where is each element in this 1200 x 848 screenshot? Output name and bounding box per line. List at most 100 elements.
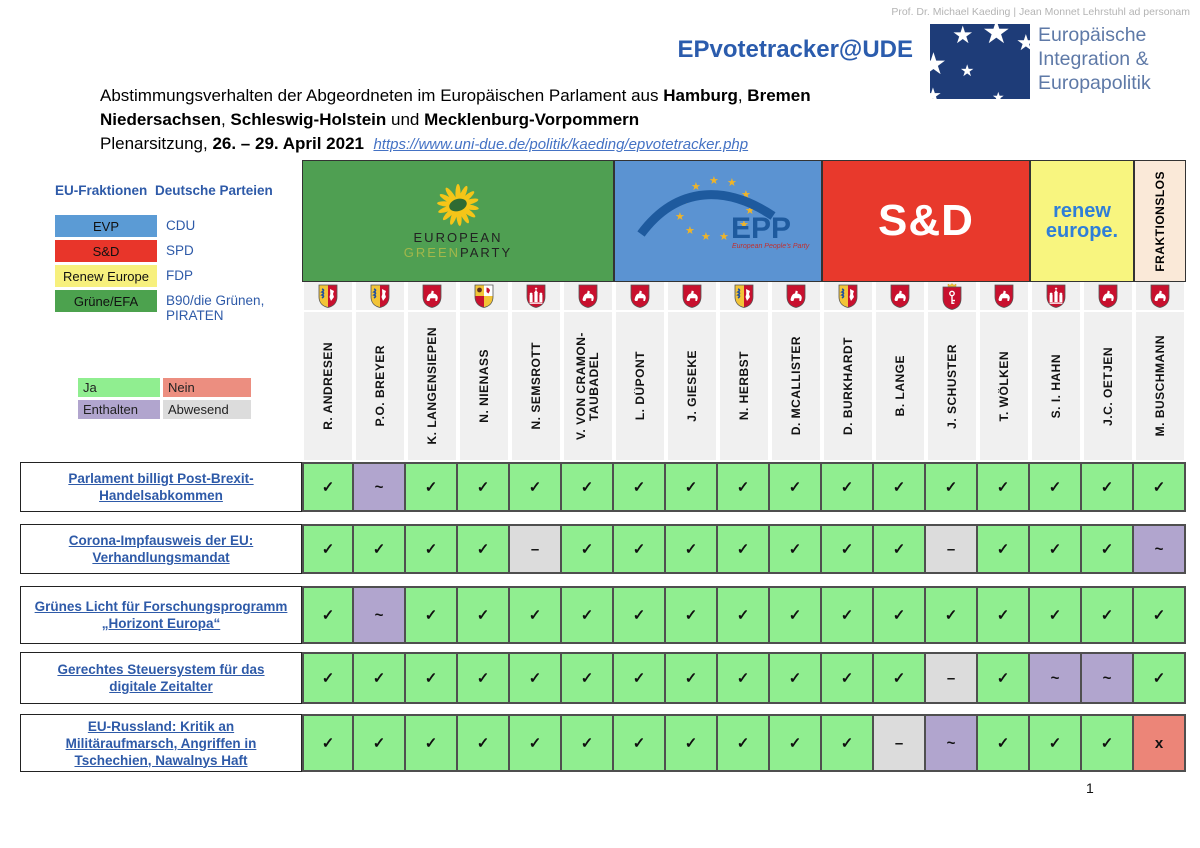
vote-cell-ja: ✓ — [1082, 524, 1134, 574]
vote-cell-ja: ✓ — [926, 586, 978, 644]
vote-cell-abwesend: – — [510, 524, 562, 574]
vote-cell-ja: ✓ — [510, 652, 562, 704]
vote-cell-ja: ✓ — [874, 462, 926, 512]
coat-niedersachsen-icon — [1098, 284, 1118, 308]
vote-legend-abwesend: Abwesend — [163, 400, 251, 419]
svg-text:★: ★ — [675, 211, 685, 223]
vote-cell-ja: ✓ — [770, 524, 822, 574]
vote-cell-ja: ✓ — [770, 652, 822, 704]
vote-topic-link[interactable]: Grünes Licht für Forschungsprogramm „Hor… — [34, 599, 288, 631]
vote-cell-ja: ✓ — [1030, 714, 1082, 772]
vote-cell-ja: ✓ — [718, 652, 770, 704]
vote-cell-ja: ✓ — [302, 524, 354, 574]
vote-legend-ja: Ja — [78, 378, 160, 397]
coat-niedersachsen-icon — [890, 284, 910, 308]
vote-cell-ja: ✓ — [354, 714, 406, 772]
vote-cell-enthalten: ~ — [1030, 652, 1082, 704]
mep-name: V. VON CRAMON-TAUBADEL — [575, 332, 601, 440]
vote-cell-ja: ✓ — [510, 714, 562, 772]
vote-cell-ja: ✓ — [822, 586, 874, 644]
vote-cells: ✓ ~ ✓ ✓ ✓ ✓ ✓ ✓ ✓ ✓ ✓ ✓ ✓ ✓ ✓ ✓ ✓ — [302, 586, 1186, 644]
epvotetracker-brand: EPvotetracker@UDE — [677, 36, 914, 63]
vote-cells: ✓ ✓ ✓ ✓ ✓ ✓ ✓ ✓ ✓ ✓ ✓ – ~ ✓ ✓ ✓ x — [302, 714, 1186, 772]
vote-topic-link[interactable]: Parlament billigt Post-Brexit-Handelsabk… — [68, 471, 254, 503]
vote-cell-ja: ✓ — [406, 652, 458, 704]
mep-name: N. NIENASS — [477, 349, 491, 423]
vote-cell-ja: ✓ — [406, 524, 458, 574]
vote-cell-ja: ✓ — [458, 586, 510, 644]
svg-text:★: ★ — [739, 219, 749, 231]
vote-cells: ✓ ~ ✓ ✓ ✓ ✓ ✓ ✓ ✓ ✓ ✓ ✓ ✓ ✓ ✓ ✓ ✓ — [302, 462, 1186, 512]
mep-column: J. SCHUSTER — [926, 282, 978, 460]
vote-cell-ja: ✓ — [562, 524, 614, 574]
group-header-row: EUROPEAN GREENPARTY ★ ★ ★ ★ ★ ★ ★ ★ ★ ★ ★ EPP E… — [302, 160, 1186, 282]
vote-cell-ja: ✓ — [302, 462, 354, 512]
coat-niedersachsen-icon — [422, 284, 442, 308]
vote-cell-ja: ✓ — [926, 462, 978, 512]
coat-schleswig-holstein-icon — [734, 284, 754, 308]
vote-cell-ja: ✓ — [978, 524, 1030, 574]
vote-cell-ja: ✓ — [1030, 462, 1082, 512]
vote-cell-ja: ✓ — [302, 586, 354, 644]
vote-cell-ja: ✓ — [354, 524, 406, 574]
coat-of-arms-slot — [460, 282, 508, 312]
coat-of-arms-slot — [928, 282, 976, 312]
vote-cell-ja: ✓ — [302, 714, 354, 772]
vote-cell-enthalten: ~ — [926, 714, 978, 772]
vote-topic-cell: EU-Russland: Kritik an Militäraufmarsch,… — [20, 714, 302, 772]
sd-logo-text: S&D — [878, 196, 974, 245]
renew-europe-logo-text: renew europe. — [1045, 200, 1119, 242]
vote-cell-ja: ✓ — [1134, 652, 1186, 704]
vote-cell-ja: ✓ — [406, 462, 458, 512]
legend-fraktion-row: Grüne/EFA B90/die Grünen, PIRATEN — [55, 290, 296, 323]
green-party-text2: GREENPARTY — [403, 245, 513, 260]
vote-cell-ja: ✓ — [770, 714, 822, 772]
vote-cell-ja: ✓ — [822, 714, 874, 772]
coat-of-arms-slot — [1084, 282, 1132, 312]
vote-topic-link[interactable]: EU-Russland: Kritik an Militäraufmarsch,… — [65, 718, 257, 768]
mep-name: R. ANDRESEN — [321, 342, 335, 430]
vote-cell-ja: ✓ — [1082, 714, 1134, 772]
attribution-text: Prof. Dr. Michael Kaeding | Jean Monnet … — [891, 6, 1190, 18]
vote-cell-ja: ✓ — [718, 714, 770, 772]
svg-text:EPP: EPP — [731, 212, 791, 245]
svg-text:★: ★ — [741, 189, 751, 201]
vote-cell-ja: ✓ — [1082, 586, 1134, 644]
vote-row: Gerechtes Steuersystem für das digitale … — [20, 652, 1186, 704]
group-header-greens: EUROPEAN GREENPARTY — [302, 160, 614, 282]
vote-cells: ✓ ✓ ✓ ✓ – ✓ ✓ ✓ ✓ ✓ ✓ ✓ – ✓ ✓ ✓ ~ — [302, 524, 1186, 574]
vote-cell-ja: ✓ — [562, 714, 614, 772]
vote-cell-ja: ✓ — [354, 652, 406, 704]
vote-cells: ✓ ✓ ✓ ✓ ✓ ✓ ✓ ✓ ✓ ✓ ✓ ✓ – ✓ ~ ~ ✓ — [302, 652, 1186, 704]
vote-row: Parlament billigt Post-Brexit-Handelsabk… — [20, 462, 1186, 512]
vote-topic-link[interactable]: Gerechtes Steuersystem für das digitale … — [57, 662, 265, 694]
group-header-none: FRAKTIONSLOS — [1134, 160, 1186, 282]
mep-column: J. GIESEKE — [666, 282, 718, 460]
vote-cell-ja: ✓ — [458, 652, 510, 704]
vote-cell-ja: ✓ — [666, 652, 718, 704]
coat-of-arms-slot — [668, 282, 716, 312]
vote-cell-ja: ✓ — [874, 652, 926, 704]
vote-cell-ja: ✓ — [510, 586, 562, 644]
vote-topic-cell: Gerechtes Steuersystem für das digitale … — [20, 652, 302, 704]
epvotetracker-link[interactable]: https://www.uni-due.de/politik/kaeding/e… — [373, 136, 749, 153]
vote-cell-nein: x — [1134, 714, 1186, 772]
vote-cell-ja: ✓ — [458, 524, 510, 574]
vote-cell-ja: ✓ — [458, 462, 510, 512]
coat-of-arms-slot — [876, 282, 924, 312]
coat-of-arms-slot — [1032, 282, 1080, 312]
svg-text:★: ★ — [745, 205, 755, 217]
vote-cell-ja: ✓ — [1082, 462, 1134, 512]
mep-name: D. MCALLISTER — [789, 336, 803, 436]
vote-cell-ja: ✓ — [614, 652, 666, 704]
vote-cell-ja: ✓ — [406, 714, 458, 772]
vote-cell-abwesend: – — [926, 524, 978, 574]
vote-topic-cell: Corona-Impfausweis der EU: Verhandlungsm… — [20, 524, 302, 574]
vote-topic-link[interactable]: Corona-Impfausweis der EU: Verhandlungsm… — [68, 533, 254, 565]
institute-name: Europäische Integration & Europapolitik — [1038, 24, 1151, 94]
vote-cell-ja: ✓ — [1030, 586, 1082, 644]
vote-cell-ja: ✓ — [874, 586, 926, 644]
mep-column: N. HERBST — [718, 282, 770, 460]
mep-column: D. MCALLISTER — [770, 282, 822, 460]
mep-name: N. SEMSROTT — [529, 342, 543, 430]
